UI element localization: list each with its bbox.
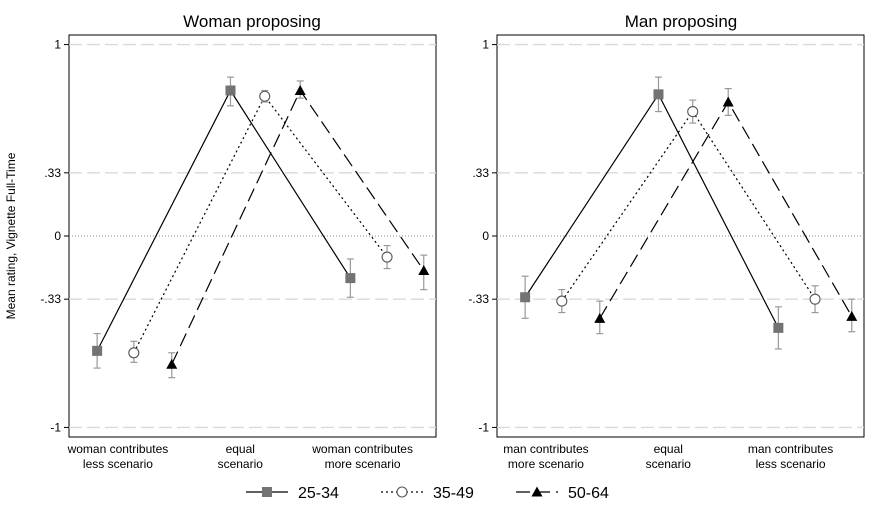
legend-label: 25-34 — [298, 485, 339, 502]
legend-marker — [262, 487, 272, 497]
series-line — [561, 110, 816, 302]
data-point — [166, 358, 178, 369]
y-tick-label: -.33 — [468, 292, 489, 306]
series-line — [96, 89, 351, 352]
x-tick-label: woman contributes less scenario — [67, 442, 169, 471]
legend-item-25-34: 25-34 — [246, 485, 339, 502]
legend-marker — [531, 486, 543, 497]
y-tick-label: 1 — [54, 38, 61, 52]
chart-panel-2: Man proposing 1 .33 0 -.33 -1 man contributes m… — [468, 12, 865, 471]
legend-marker — [396, 486, 408, 498]
chart-title: Woman proposing — [183, 12, 321, 31]
series-line — [133, 95, 388, 354]
y-tick-label: .33 — [472, 166, 489, 180]
series-25-34 — [520, 76, 784, 350]
legend-label: 50-64 — [568, 485, 609, 502]
legend-label: 35-49 — [433, 485, 474, 502]
data-point — [556, 295, 568, 307]
y-tick-label: -1 — [50, 420, 61, 434]
chart-title: Man proposing — [625, 12, 737, 31]
data-point — [773, 322, 784, 333]
data-point — [653, 89, 664, 100]
data-point — [345, 273, 356, 284]
x-tick-label: man contributes more scenario — [503, 442, 588, 471]
y-tick-label: 1 — [482, 38, 489, 52]
data-point — [259, 90, 271, 102]
y-tick-label: -1 — [478, 420, 489, 434]
series-35-49 — [556, 99, 821, 314]
data-point — [381, 251, 393, 263]
series-25-34 — [92, 76, 356, 369]
data-point — [846, 310, 858, 321]
data-point — [520, 292, 531, 303]
y-tick-label: 0 — [54, 229, 61, 243]
data-point — [687, 106, 699, 118]
series-50-64 — [166, 80, 430, 379]
series-50-64 — [594, 87, 858, 335]
data-point — [722, 96, 734, 107]
legend: 25-34 35-49 50-64 — [246, 485, 609, 502]
y-tick-label: 0 — [482, 229, 489, 243]
data-point — [294, 85, 306, 96]
y-axis-title: Mean rating, Vignette Full-Time — [4, 152, 18, 319]
data-point — [594, 312, 606, 323]
data-point — [418, 264, 430, 275]
series-line — [524, 93, 779, 329]
data-point — [225, 85, 236, 96]
x-tick-label: equal scenario — [218, 442, 264, 471]
x-tick-label: man contributes less scenario — [748, 442, 833, 471]
x-tick-label: woman contributes more scenario — [311, 442, 413, 471]
chart-panel-1: Woman proposing 1 .33 0 -.33 -1 woman contribu… — [40, 12, 437, 471]
y-tick-label: .33 — [44, 166, 61, 180]
data-point — [128, 347, 140, 359]
y-tick-label: -.33 — [40, 292, 61, 306]
series-35-49 — [128, 89, 393, 363]
legend-item-50-64: 50-64 — [516, 485, 609, 502]
data-point — [809, 293, 821, 305]
legend-item-35-49: 35-49 — [381, 485, 474, 502]
data-point — [92, 345, 103, 356]
x-tick-label: equal scenario — [646, 442, 692, 471]
